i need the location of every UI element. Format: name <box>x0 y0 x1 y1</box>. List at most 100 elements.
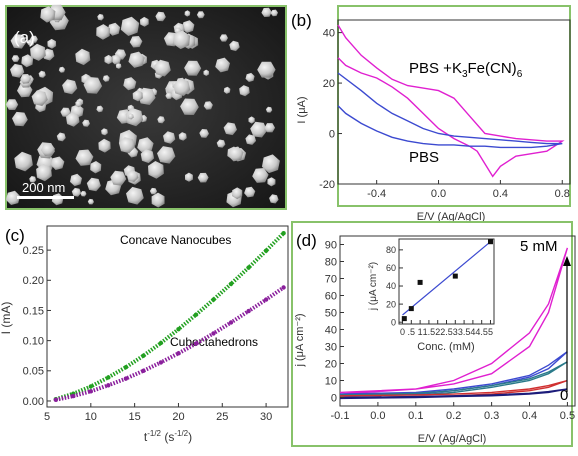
nanoparticle <box>50 156 65 170</box>
nanoparticle <box>223 86 231 94</box>
nanoparticle <box>70 173 82 187</box>
panel-d-xtick-label: -0.1 <box>331 410 350 422</box>
nanoparticle <box>219 34 228 42</box>
nanoparticle <box>96 105 104 113</box>
nanoparticle <box>14 151 33 172</box>
nanoparticle <box>252 168 269 183</box>
nanoparticle <box>182 20 195 33</box>
annotation-5mm: 5 mM <box>520 238 558 255</box>
panel-c: (c) Concave Nanocubes Cuboctahedrons t-1… <box>0 225 289 444</box>
nanoparticle <box>40 143 55 157</box>
panel-label-d: (d) <box>296 231 317 250</box>
scale-bar-label: 200 nm <box>22 180 65 195</box>
inset-xtick-label: 1 <box>418 327 423 337</box>
nanoparticle <box>157 146 176 164</box>
nanoparticle <box>244 186 256 198</box>
inset-xtick-label: 3 <box>453 327 458 337</box>
inset-xtick-label: .5 <box>408 327 416 337</box>
nanoparticle <box>107 22 121 36</box>
panel-label-b: (b) <box>291 11 312 30</box>
annotation-pbs-k3fecn6: PBS +K3Fe(CN)6 <box>409 60 523 80</box>
nanoparticle <box>120 16 140 36</box>
inset-ytick-label: 80 <box>386 245 396 255</box>
panel-c-point <box>193 341 199 346</box>
nanoparticle <box>83 77 103 94</box>
panel-d-frame <box>291 221 573 447</box>
nanoparticle <box>66 112 80 127</box>
nanoparticle <box>123 77 137 91</box>
inset-xtick-label: 2 <box>435 327 440 337</box>
nanoparticle <box>47 38 57 49</box>
panel-c-point <box>141 353 146 358</box>
inset-ylabel: j (μA cm⁻²) <box>368 262 379 311</box>
nanoparticle <box>29 176 37 183</box>
inset-xtick-label: 0 <box>400 327 405 337</box>
nanoparticle <box>40 6 56 23</box>
nanoparticle <box>125 108 144 127</box>
inset-point <box>417 279 423 285</box>
nanoparticle <box>75 149 94 166</box>
annotation-zero: 0 <box>560 387 568 404</box>
nanoparticle <box>267 177 276 187</box>
nanoparticle <box>128 51 145 68</box>
nanoparticle <box>173 78 191 96</box>
panel-b-series-1 <box>337 72 563 149</box>
panel-b-ytick-label: -20 <box>319 179 335 191</box>
panel-b-frame <box>337 5 571 207</box>
nanoparticle <box>261 7 272 17</box>
panel-c-ytick-label: 0.15 <box>23 305 44 317</box>
nanoparticle <box>250 121 268 138</box>
nanoparticle <box>82 119 90 127</box>
inset-point <box>401 316 407 322</box>
nanoparticle <box>27 39 35 47</box>
nanoparticle <box>126 186 144 205</box>
panel-c-xtick-label: 5 <box>44 411 50 423</box>
panel-d-axes-box <box>339 235 576 407</box>
panel-c-ytick-label: 0.25 <box>23 245 44 257</box>
nanoparticle <box>42 48 55 61</box>
nanoparticle <box>173 30 191 50</box>
panel-c-point <box>281 285 286 290</box>
nanoparticle <box>10 63 25 78</box>
panel-c-xtick-label: 15 <box>129 411 141 423</box>
panel-d-inset: Conc. (mM) j (μA cm⁻²) 0.5 1 1.5 2 2.5 3 3.5 4 4… <box>368 238 495 353</box>
nanoparticle <box>129 36 143 48</box>
inset-ytick-label: 60 <box>386 263 396 273</box>
nanoparticle <box>239 85 250 97</box>
panel-c-point <box>211 331 216 336</box>
nanoparticle <box>132 90 143 102</box>
panel-d-xtick-label: 0.4 <box>522 410 537 422</box>
nanoparticle <box>30 43 46 61</box>
panel-c-point <box>158 340 164 346</box>
nanoparticle <box>203 101 213 110</box>
nanoparticle <box>62 79 78 95</box>
panel-c-point <box>106 383 111 388</box>
panel-d-ylabel: j (μA cm⁻²) <box>294 313 306 367</box>
inset-xtick-label: 2.5 <box>440 327 453 337</box>
nanoparticle <box>21 54 34 68</box>
panel-b-xtick-label: 0.0 <box>431 188 446 200</box>
nanoparticle <box>178 132 187 141</box>
nanoparticle <box>157 116 165 124</box>
panel-c-point <box>176 351 181 356</box>
panel-b-xtick-label: 0.8 <box>555 188 570 200</box>
panel-b-xtick-label: -0.4 <box>367 188 386 200</box>
nanoparticle <box>137 137 154 154</box>
panel-c-ylabel: I (mA) <box>0 302 13 335</box>
panel-c-xlabel: t-1/2 (s-1/2) <box>144 429 192 444</box>
nanoparticle <box>223 122 237 136</box>
nanoparticle <box>86 177 101 192</box>
panel-c-point <box>53 397 58 402</box>
nanoparticle <box>87 198 94 205</box>
nanoparticle <box>270 9 278 17</box>
panel-c-series-1 <box>55 285 285 402</box>
nanoparticle <box>126 170 139 182</box>
panel-c-point <box>246 265 251 270</box>
panel-b-axes-box <box>337 19 571 185</box>
panel-c-point <box>123 376 129 381</box>
panel-c-point <box>228 281 234 287</box>
panel-d-ytick-label: 70 <box>325 273 337 285</box>
nanoparticle <box>80 191 87 197</box>
panel-c-ytick-label: 0.20 <box>23 275 44 287</box>
panel-d-xtick-label: 0.5 <box>560 410 575 422</box>
